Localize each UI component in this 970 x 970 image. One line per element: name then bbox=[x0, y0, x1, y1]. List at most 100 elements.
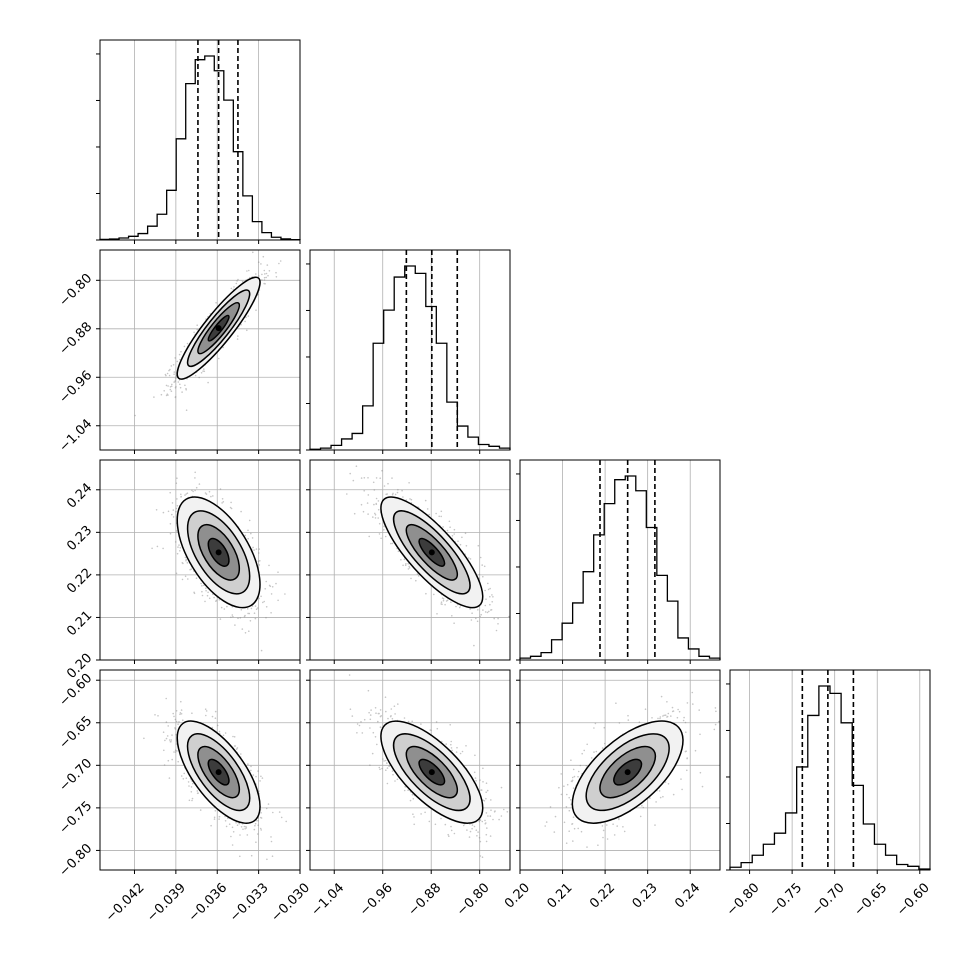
sample-point bbox=[485, 791, 488, 793]
sample-point bbox=[362, 510, 365, 513]
sample-point bbox=[184, 384, 186, 387]
sample-point bbox=[177, 381, 180, 383]
sample-point bbox=[446, 529, 449, 532]
sample-point bbox=[163, 390, 165, 392]
sample-point bbox=[179, 383, 181, 386]
sample-point bbox=[194, 489, 196, 492]
sample-point bbox=[380, 537, 382, 540]
sample-point bbox=[264, 283, 266, 285]
sample-point bbox=[220, 606, 223, 609]
sample-point bbox=[247, 529, 249, 532]
sample-point bbox=[235, 748, 238, 750]
sample-point bbox=[176, 498, 178, 500]
sample-point bbox=[207, 381, 209, 384]
sample-point bbox=[173, 371, 176, 373]
sample-point bbox=[228, 823, 231, 825]
sample-point bbox=[175, 710, 178, 712]
sample-point bbox=[391, 477, 393, 479]
sample-point bbox=[254, 822, 257, 825]
sample-point bbox=[383, 485, 386, 487]
scatter-panel bbox=[306, 459, 511, 664]
sample-point bbox=[360, 477, 363, 479]
sample-point bbox=[257, 770, 259, 772]
sample-point bbox=[260, 775, 262, 778]
sample-point bbox=[257, 819, 259, 822]
sample-point bbox=[476, 620, 479, 623]
histogram-panel bbox=[516, 459, 721, 664]
sample-point bbox=[210, 495, 212, 498]
sample-point bbox=[180, 496, 182, 498]
sample-point bbox=[259, 780, 261, 782]
sample-point bbox=[247, 537, 249, 540]
sample-point bbox=[387, 717, 389, 720]
sample-point bbox=[486, 789, 489, 792]
sample-point bbox=[256, 607, 259, 609]
sample-point bbox=[173, 715, 175, 718]
sample-point bbox=[172, 712, 174, 715]
sample-point bbox=[257, 824, 260, 826]
sample-point bbox=[181, 391, 183, 393]
sample-point bbox=[247, 612, 249, 615]
sample-point bbox=[167, 725, 169, 727]
sample-point bbox=[265, 606, 268, 608]
sample-point bbox=[492, 596, 494, 598]
sample-point bbox=[171, 383, 173, 386]
sample-point bbox=[451, 535, 454, 537]
histogram-panel bbox=[726, 669, 931, 874]
sample-point bbox=[267, 274, 269, 277]
sample-point bbox=[173, 373, 175, 376]
sample-point bbox=[259, 560, 261, 562]
sample-point bbox=[174, 718, 177, 721]
sample-point bbox=[214, 810, 217, 812]
sample-point bbox=[176, 552, 179, 555]
sample-point bbox=[464, 532, 467, 535]
scatter-panel bbox=[96, 459, 301, 664]
sample-point bbox=[479, 840, 482, 843]
sample-point bbox=[374, 514, 377, 516]
sample-point bbox=[279, 260, 282, 262]
panels bbox=[96, 39, 931, 874]
sample-point bbox=[190, 568, 193, 570]
sample-point bbox=[205, 587, 207, 590]
sample-point bbox=[186, 492, 189, 495]
sample-point bbox=[203, 370, 206, 373]
sample-point bbox=[177, 760, 179, 763]
sample-point bbox=[214, 710, 217, 713]
contour-line bbox=[186, 289, 251, 368]
sample-point bbox=[386, 782, 389, 785]
sample-point bbox=[377, 500, 380, 502]
sample-point bbox=[225, 825, 228, 828]
sample-point bbox=[250, 607, 253, 610]
sample-point bbox=[171, 502, 174, 504]
sample-point bbox=[352, 479, 355, 482]
sample-point bbox=[258, 275, 260, 277]
sample-point bbox=[196, 790, 199, 792]
sample-point bbox=[351, 715, 354, 717]
sample-point bbox=[169, 368, 171, 371]
sample-point bbox=[247, 315, 250, 317]
sample-point bbox=[490, 609, 492, 611]
sample-point bbox=[451, 749, 453, 752]
sample-point bbox=[248, 630, 250, 632]
sample-point bbox=[428, 513, 431, 516]
sample-point bbox=[259, 827, 262, 830]
sample-point bbox=[270, 840, 273, 843]
sample-point bbox=[265, 616, 267, 619]
sample-point bbox=[244, 320, 246, 323]
sample-point bbox=[230, 287, 233, 290]
sample-point bbox=[181, 578, 184, 581]
sample-point bbox=[214, 717, 217, 719]
sample-point bbox=[237, 278, 239, 281]
sample-point bbox=[483, 565, 486, 568]
sample-point bbox=[495, 629, 498, 632]
sample-point bbox=[255, 841, 257, 843]
sample-point bbox=[194, 374, 197, 377]
sample-point bbox=[200, 582, 202, 585]
sample-point bbox=[403, 558, 406, 561]
sample-point bbox=[250, 765, 252, 768]
sample-point bbox=[218, 599, 221, 601]
sample-point bbox=[412, 798, 415, 800]
sample-point bbox=[222, 501, 225, 503]
sample-point bbox=[204, 708, 207, 710]
sample-point bbox=[491, 594, 493, 596]
